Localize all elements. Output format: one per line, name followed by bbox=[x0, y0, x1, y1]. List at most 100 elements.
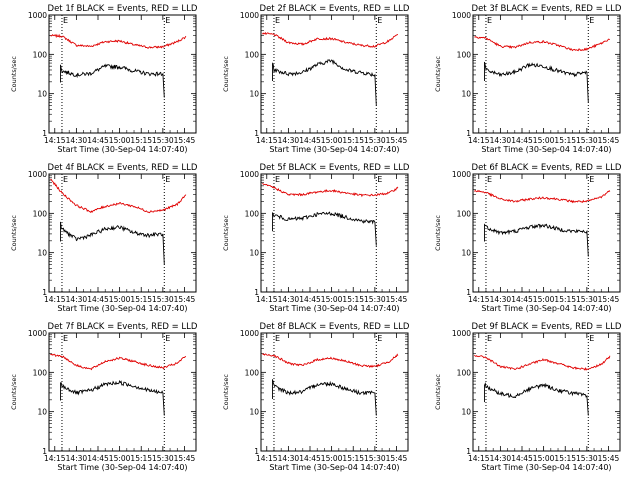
x-tick-label: 15:30 bbox=[364, 136, 386, 145]
y-tick-label: 100 bbox=[33, 368, 48, 377]
panel-7: Det 7f BLACK = Events, RED = LLD 1 10 100 10… bbox=[10, 322, 198, 472]
y-axis-label: Counts/sec bbox=[222, 374, 230, 410]
panel-3: Det 3f BLACK = Events, RED = LLD 1 10 100 10… bbox=[434, 4, 622, 154]
x-tick-label: 15:45 bbox=[174, 454, 196, 463]
y-tick-label: 10 bbox=[37, 90, 47, 99]
x-tick-label: 15:15 bbox=[130, 454, 152, 463]
lld-series-line bbox=[50, 178, 187, 214]
x-tick-label: 14:15 bbox=[44, 136, 66, 145]
y-tick-label: 1 bbox=[254, 129, 259, 138]
x-axis-label: Start Time (30-Sep-04 14:07:40) bbox=[57, 145, 187, 154]
x-tick-label: 15:00 bbox=[109, 136, 131, 145]
panel-1: Det 1f BLACK = Events, RED = LLD 1 10 100 10… bbox=[10, 4, 198, 154]
x-tick-label: 15:45 bbox=[386, 136, 408, 145]
panel-6: Det 6f BLACK = Events, RED = LLD 1 10 100 10… bbox=[434, 163, 622, 313]
x-tick-label: 14:30 bbox=[66, 295, 88, 304]
x-tick-label: 15:00 bbox=[109, 454, 131, 463]
lld-series-line bbox=[474, 189, 611, 204]
x-tick-label: 14:15 bbox=[468, 295, 490, 304]
marker-label: E bbox=[487, 175, 492, 184]
x-tick-label: 14:15 bbox=[468, 136, 490, 145]
x-tick-label: 15:00 bbox=[533, 454, 555, 463]
lld-series-line bbox=[50, 353, 187, 371]
x-tick-label: 14:30 bbox=[278, 454, 300, 463]
x-tick-label: 15:00 bbox=[533, 136, 555, 145]
x-tick-label: 14:45 bbox=[299, 295, 321, 304]
x-tick-label: 15:45 bbox=[386, 454, 408, 463]
events-series-line bbox=[484, 381, 589, 416]
events-series-line bbox=[272, 211, 377, 246]
y-axis-label: Counts/sec bbox=[10, 215, 18, 251]
x-tick-label: 14:15 bbox=[468, 454, 490, 463]
y-tick-label: 10 bbox=[37, 249, 47, 258]
x-tick-label: 14:45 bbox=[299, 136, 321, 145]
x-tick-label: 14:15 bbox=[256, 454, 278, 463]
x-axis-label: Start Time (30-Sep-04 14:07:40) bbox=[481, 304, 611, 313]
y-tick-label: 1000 bbox=[28, 11, 47, 20]
x-tick-label: 15:00 bbox=[321, 454, 343, 463]
x-tick-label: 15:30 bbox=[364, 454, 386, 463]
plot-frame bbox=[472, 332, 621, 452]
marker-label: E bbox=[589, 175, 594, 184]
y-tick-label: 1 bbox=[254, 447, 259, 456]
y-tick-label: 100 bbox=[245, 50, 260, 59]
x-tick-label: 14:30 bbox=[490, 295, 512, 304]
y-tick-label: 1000 bbox=[28, 170, 47, 179]
y-tick-label: 10 bbox=[461, 90, 471, 99]
y-axis-label: Counts/sec bbox=[434, 56, 442, 92]
panel-title: Det 3f BLACK = Events, RED = LLD bbox=[472, 4, 622, 14]
marker-label: E bbox=[275, 16, 280, 25]
x-tick-label: 14:30 bbox=[66, 136, 88, 145]
x-tick-label: 14:30 bbox=[278, 136, 300, 145]
panel-5: Det 5f BLACK = Events, RED = LLD 1 10 100 10… bbox=[222, 163, 410, 313]
panel-title: Det 7f BLACK = Events, RED = LLD bbox=[48, 322, 198, 332]
plot-frame bbox=[260, 14, 409, 134]
x-axis-label: Start Time (30-Sep-04 14:07:40) bbox=[269, 304, 399, 313]
y-tick-label: 1000 bbox=[240, 329, 259, 338]
marker-label: E bbox=[165, 16, 170, 25]
x-tick-label: 15:30 bbox=[576, 454, 598, 463]
y-axis-label: Counts/sec bbox=[434, 215, 442, 251]
marker-label: E bbox=[589, 16, 594, 25]
marker-label: E bbox=[487, 16, 492, 25]
panel-title: Det 8f BLACK = Events, RED = LLD bbox=[260, 322, 410, 332]
lld-series-line bbox=[474, 354, 611, 371]
x-tick-label: 15:15 bbox=[554, 295, 576, 304]
y-tick-label: 10 bbox=[249, 249, 259, 258]
y-tick-label: 1000 bbox=[452, 329, 471, 338]
y-tick-label: 1000 bbox=[452, 170, 471, 179]
panel-title: Det 2f BLACK = Events, RED = LLD bbox=[260, 4, 410, 14]
marker-label: E bbox=[63, 334, 68, 343]
lld-series-line bbox=[474, 36, 611, 52]
events-series-line bbox=[60, 221, 165, 265]
x-tick-label: 15:15 bbox=[554, 136, 576, 145]
x-axis-label: Start Time (30-Sep-04 14:07:40) bbox=[269, 463, 399, 472]
x-tick-label: 15:15 bbox=[342, 454, 364, 463]
y-tick-label: 100 bbox=[457, 368, 472, 377]
y-tick-label: 1000 bbox=[240, 11, 259, 20]
x-tick-label: 15:45 bbox=[174, 295, 196, 304]
y-tick-label: 1000 bbox=[452, 11, 471, 20]
lld-series-line bbox=[262, 353, 399, 369]
x-tick-label: 14:15 bbox=[44, 295, 66, 304]
marker-label: E bbox=[165, 175, 170, 184]
panel-title: Det 9f BLACK = Events, RED = LLD bbox=[472, 322, 622, 332]
x-tick-label: 15:45 bbox=[386, 295, 408, 304]
marker-label: E bbox=[377, 16, 382, 25]
x-tick-label: 15:30 bbox=[152, 295, 174, 304]
x-tick-label: 15:30 bbox=[576, 136, 598, 145]
marker-label: E bbox=[377, 175, 382, 184]
marker-label: E bbox=[377, 334, 382, 343]
x-tick-label: 15:15 bbox=[130, 136, 152, 145]
marker-label: E bbox=[63, 175, 68, 184]
x-tick-label: 14:30 bbox=[278, 295, 300, 304]
x-tick-label: 15:45 bbox=[598, 136, 620, 145]
x-tick-label: 14:30 bbox=[490, 454, 512, 463]
plot-frame bbox=[48, 332, 197, 452]
y-axis-label: Counts/sec bbox=[222, 56, 230, 92]
x-tick-label: 14:15 bbox=[44, 454, 66, 463]
y-tick-label: 1 bbox=[254, 288, 259, 297]
panel-9: Det 9f BLACK = Events, RED = LLD 1 10 100 10… bbox=[434, 322, 622, 472]
y-tick-label: 100 bbox=[33, 50, 48, 59]
